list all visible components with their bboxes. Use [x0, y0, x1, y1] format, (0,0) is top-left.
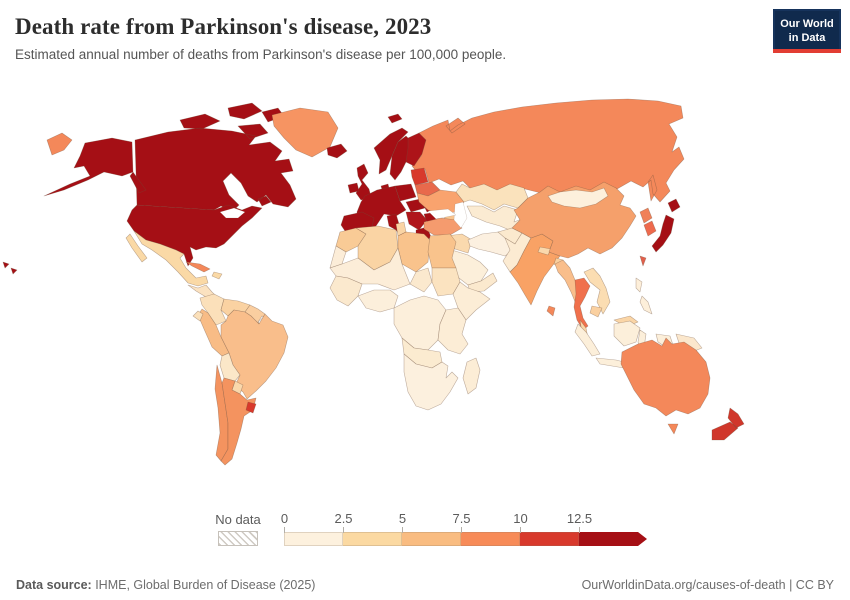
legend-bins	[284, 532, 647, 546]
legend-tick-label: 12.5	[566, 511, 593, 526]
legend-no-data: No data	[214, 512, 262, 546]
no-data-label: No data	[215, 512, 261, 527]
owid-logo[interactable]: Our World in Data	[773, 9, 841, 53]
country-ireland[interactable]	[347, 182, 360, 194]
legend-tick-label: 2.5	[334, 511, 353, 526]
country-baltics[interactable]	[410, 167, 429, 186]
legend-tick-label: 7.5	[452, 511, 471, 526]
legend-tick-label: 5	[398, 511, 407, 526]
country-turkey[interactable]	[423, 217, 463, 236]
legend-tick	[284, 527, 285, 533]
country-thailand[interactable]	[573, 277, 591, 331]
country-gulf_guinea[interactable]	[357, 289, 399, 313]
country-sahel[interactable]	[329, 247, 411, 291]
legend-tick-label: 0	[280, 511, 289, 526]
no-data-swatch[interactable]	[218, 531, 258, 546]
country-nkorea[interactable]	[639, 207, 653, 224]
owid-url-link[interactable]: OurWorldinData.org/causes-of-death | CC …	[581, 578, 834, 592]
owid-logo-line2: in Data	[788, 32, 826, 44]
country-japan[interactable]	[651, 198, 681, 253]
chart-footer: Data source: IHME, Global Burden of Dise…	[0, 578, 850, 592]
country-balkans[interactable]	[405, 211, 428, 231]
legend-color-bar: 0 2.5 5 7.5 10 12.5	[280, 511, 648, 546]
country-egypt[interactable]	[427, 233, 457, 269]
country-srilanka[interactable]	[546, 305, 556, 317]
country-eastafrica[interactable]	[437, 307, 469, 355]
country-nz[interactable]	[711, 407, 745, 441]
data-source-text: IHME, Global Burden of Disease (2025)	[91, 578, 316, 592]
country-madagascar[interactable]	[462, 357, 481, 395]
country-taiwan[interactable]	[639, 255, 647, 267]
owid-logo-line1: Our World	[780, 17, 834, 30]
world-map-container	[0, 90, 850, 508]
country-ecuador[interactable]	[192, 310, 204, 322]
legend-bin-0[interactable]	[284, 532, 343, 546]
country-china[interactable]	[511, 181, 637, 259]
country-poland[interactable]	[394, 183, 417, 202]
water-body	[453, 201, 468, 229]
country-wafrica[interactable]	[329, 275, 363, 307]
legend-bin-5[interactable]	[579, 532, 647, 546]
legend-bin-2[interactable]	[402, 532, 461, 546]
country-canada[interactable]	[134, 102, 297, 213]
country-uruguay[interactable]	[245, 401, 257, 414]
owid-logo-accent-bar	[773, 49, 841, 53]
page-title: Death rate from Parkinson's disease, 202…	[15, 14, 432, 39]
data-source-label: Data source:	[16, 578, 92, 592]
legend-bin-3[interactable]	[461, 532, 520, 546]
legend-tick-label: 10	[513, 511, 528, 526]
country-congo[interactable]	[393, 295, 447, 351]
country-chukotka_wrap[interactable]	[46, 132, 73, 156]
legend-tick	[520, 527, 521, 533]
country-nepal[interactable]	[537, 246, 552, 256]
map-legend: No data 0 2.5 5 7.5 10 12.5	[214, 511, 648, 546]
water-body	[219, 207, 246, 219]
country-vietnam_laos[interactable]	[583, 267, 611, 315]
chart-header: Death rate from Parkinson's disease, 202…	[0, 0, 850, 62]
country-mongolia[interactable]	[547, 187, 609, 209]
world-map	[2, 98, 745, 466]
legend-bin-4[interactable]	[520, 532, 579, 546]
country-philippines[interactable]	[635, 277, 653, 315]
country-hispaniola[interactable]	[211, 271, 223, 280]
country-southern_africa[interactable]	[403, 353, 459, 411]
country-greenland[interactable]	[271, 107, 339, 158]
country-russia[interactable]	[411, 98, 685, 203]
country-argentina[interactable]	[220, 377, 257, 466]
country-cuba[interactable]	[185, 261, 211, 273]
country-libya[interactable]	[397, 231, 431, 273]
legend-tick	[402, 527, 403, 533]
water-body	[427, 208, 457, 220]
country-cambodia[interactable]	[589, 305, 603, 318]
country-finland[interactable]	[405, 132, 427, 167]
legend-bin-1[interactable]	[343, 532, 402, 546]
country-chad[interactable]	[409, 267, 433, 293]
country-skorea[interactable]	[643, 220, 657, 237]
country-mexico[interactable]	[125, 230, 209, 287]
country-australia[interactable]	[620, 337, 711, 435]
legend-tick	[579, 527, 580, 533]
country-iceland[interactable]	[326, 143, 348, 159]
chart-subtitle: Estimated annual number of deaths from P…	[15, 47, 507, 62]
data-source-note: Data source: IHME, Global Burden of Dise…	[16, 578, 315, 592]
legend-tick	[343, 527, 344, 533]
legend-tick	[461, 527, 462, 533]
country-usa[interactable]	[2, 137, 263, 275]
